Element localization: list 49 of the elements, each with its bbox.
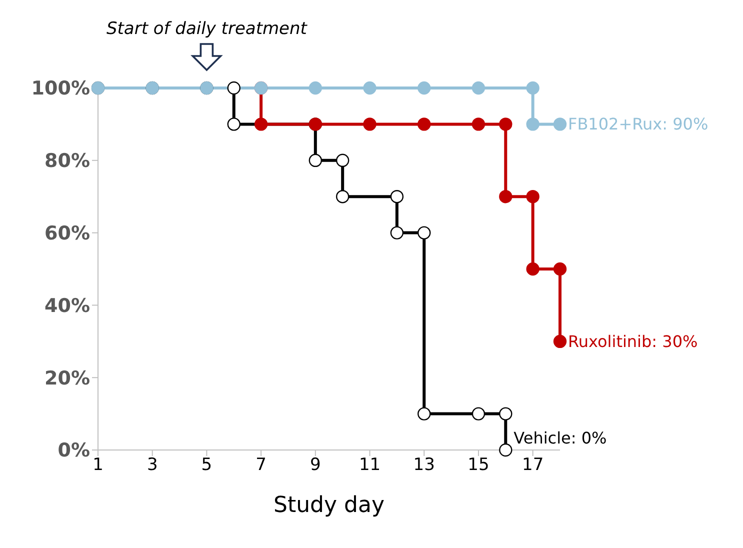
series-label: FB102+Rux: 90%	[568, 114, 708, 134]
point	[553, 262, 567, 276]
x-tick-label: 11	[358, 455, 381, 476]
y-tick-label: 80%	[44, 150, 90, 172]
y-tick-label: 60%	[44, 222, 90, 245]
y-tick-label: 20%	[44, 367, 90, 390]
point	[526, 81, 540, 95]
point	[336, 154, 350, 167]
x-tick-label: 9	[310, 455, 321, 476]
point	[418, 81, 431, 95]
point	[363, 81, 376, 95]
x-axis-title: Study day	[274, 493, 384, 518]
point	[336, 190, 350, 204]
y-tick-label: 100%	[31, 78, 90, 100]
x-tick-label: 13	[413, 455, 435, 476]
point	[308, 154, 322, 167]
x-tick-label: 1	[92, 455, 104, 476]
point	[390, 190, 404, 204]
x-tick-label: 15	[468, 455, 490, 476]
point	[472, 407, 486, 420]
point	[526, 190, 540, 204]
point	[418, 407, 431, 420]
point	[227, 81, 240, 95]
y-tick-label: 40%	[44, 294, 90, 317]
point	[499, 190, 512, 204]
point	[227, 118, 240, 131]
x-tick-label: 3	[146, 455, 158, 476]
series-label: Ruxolitinib: 30%	[568, 332, 698, 351]
point	[499, 443, 512, 457]
point	[553, 334, 567, 348]
point	[526, 262, 540, 276]
point	[553, 118, 567, 131]
point	[472, 118, 486, 131]
point	[418, 226, 431, 240]
point	[526, 118, 540, 131]
point	[418, 118, 431, 131]
series-label: Vehicle: 0%	[514, 428, 607, 448]
x-tick-label: 7	[256, 455, 266, 476]
point	[472, 81, 486, 95]
x-tick-label: 5	[201, 455, 212, 476]
point	[363, 118, 376, 131]
x-tick-label: 17	[522, 455, 544, 476]
annotation: Start of daily treatment	[106, 19, 308, 39]
point	[390, 226, 404, 240]
point	[499, 118, 512, 131]
point	[499, 407, 512, 420]
point	[254, 118, 268, 131]
y-tick-label: 0%	[58, 440, 90, 462]
point	[308, 81, 322, 95]
